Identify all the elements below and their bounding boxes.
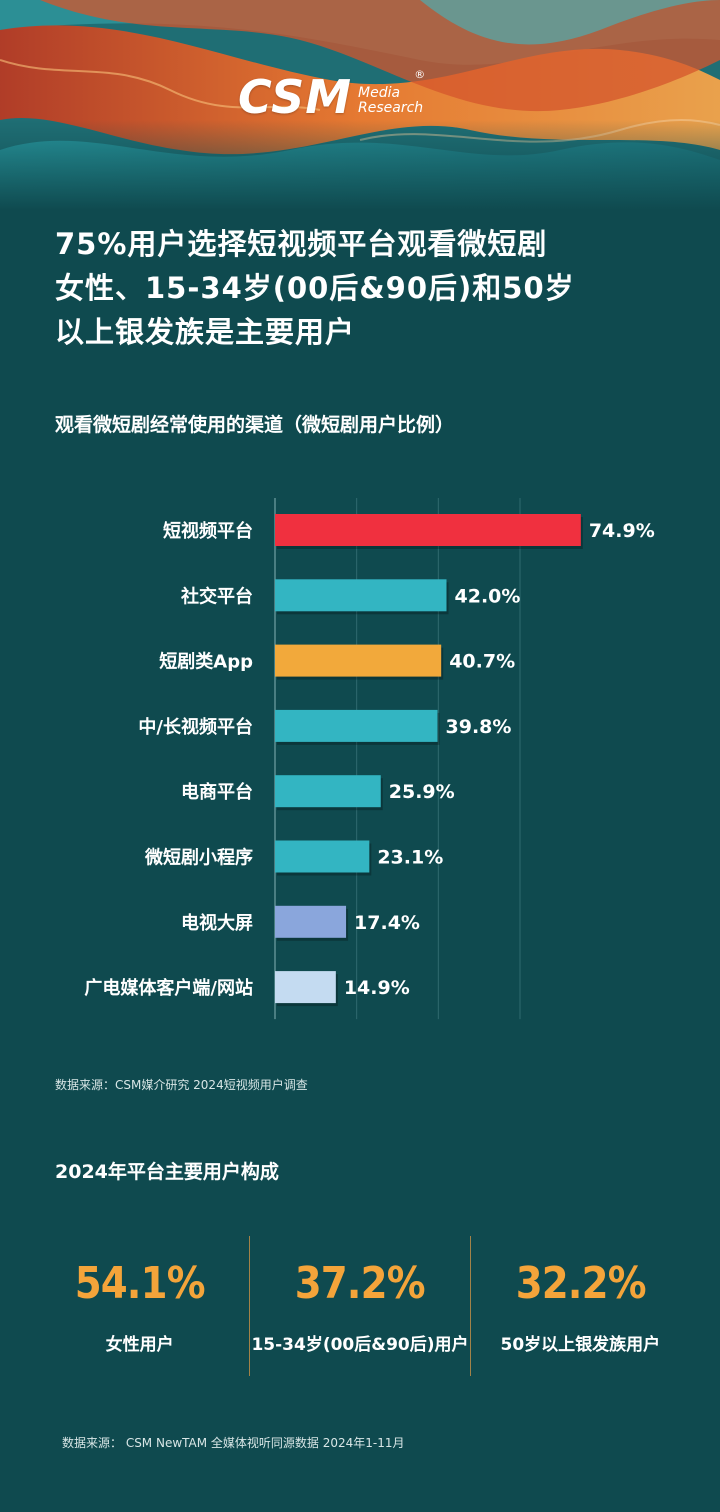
category-label: 广电媒体客户端/网站 (84, 977, 253, 999)
channel-bar-chart: 短视频平台 74.9% 社交平台 42.0% 短剧类App 40.7% 中/长视频平台 39.… (84, 498, 655, 1020)
category-label: 电商平台 (181, 781, 253, 803)
stat-value: 37.2% (295, 1258, 426, 1309)
value-label: 23.1% (377, 847, 443, 869)
stat-age-50-plus: 32.2% 50岁以上银发族用户 (469, 1236, 690, 1376)
value-label: 39.8% (446, 716, 512, 738)
value-label: 25.9% (389, 781, 455, 803)
category-label: 社交平台 (181, 585, 253, 607)
section-title: 2024年平台主要用户构成 (55, 1161, 279, 1183)
stat-label: 50岁以上银发族用户 (500, 1335, 661, 1355)
category-label: 微短剧小程序 (144, 847, 253, 869)
stats-row: 54.1% 女性用户 37.2% 15-34岁(00后&90后)用户 32.2%… (30, 1236, 690, 1376)
bar (275, 709, 438, 742)
stat-value: 32.2% (515, 1258, 646, 1309)
value-label: 42.0% (455, 585, 521, 607)
chart-source: 数据来源：CSM媒介研究 2024短视频用户调查 (55, 1078, 308, 1092)
stat-female: 54.1% 女性用户 (30, 1236, 249, 1376)
category-label: 短视频平台 (163, 520, 253, 542)
stat-label: 15-34岁(00后&90后)用户 (251, 1335, 469, 1355)
registered-mark: ® (414, 68, 426, 81)
category-label: 短剧类App (159, 651, 253, 673)
bar (275, 971, 336, 1004)
bar (275, 840, 370, 873)
abstract-wave-graphic (0, 0, 720, 210)
value-label: 40.7% (449, 651, 515, 673)
bar (275, 644, 442, 677)
logo-sub-line2: Research (358, 100, 424, 116)
value-label: 74.9% (589, 520, 655, 542)
bar (275, 775, 381, 808)
logo-sub-line1: Media (358, 85, 401, 101)
headline-line3: 以上银发族是主要用户 (55, 315, 356, 349)
logo-sub-text: Media Research (358, 86, 423, 120)
stat-age-15-34: 37.2% 15-34岁(00后&90后)用户 (249, 1236, 469, 1376)
category-label: 电视大屏 (181, 912, 253, 934)
csm-logo: CSM Media Research ® (238, 68, 426, 124)
bar (275, 579, 447, 612)
stat-value: 54.1% (74, 1258, 206, 1309)
value-label: 14.9% (344, 977, 410, 999)
logo-main-text: CSM (238, 70, 353, 124)
bar (275, 905, 347, 938)
value-label: 17.4% (354, 912, 420, 934)
category-label: 中/长视频平台 (138, 716, 253, 738)
stat-label: 女性用户 (105, 1335, 174, 1355)
headline: 75%用户选择短视频平台观看微短剧 女性、15-34岁(00后&90后)和50岁… (55, 222, 695, 354)
chart-title: 观看微短剧经常使用的渠道（微短剧用户比例） (55, 414, 455, 436)
header-banner: CSM Media Research ® (0, 0, 720, 210)
stats-source: 数据来源： CSM NewTAM 全媒体视听同源数据 2024年1-11月 (62, 1436, 405, 1450)
bar (275, 514, 581, 546)
headline-line1: 75%用户选择短视频平台观看微短剧 (55, 227, 548, 261)
headline-line2: 女性、15-34岁(00后&90后)和50岁 (55, 271, 575, 305)
